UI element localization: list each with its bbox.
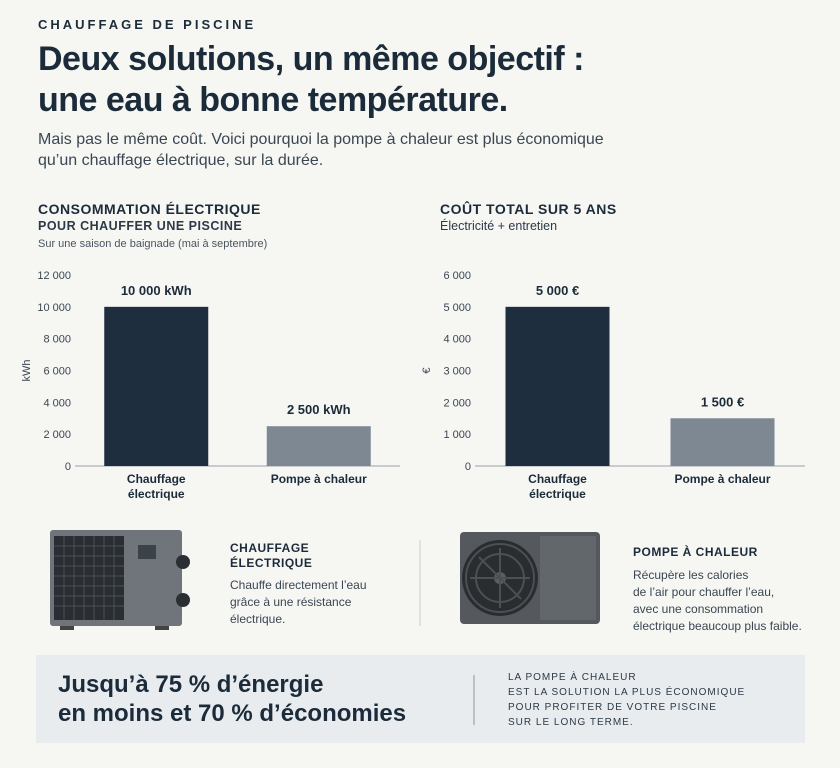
banner-side: SUR LE LONG TERME. <box>508 717 634 728</box>
y-tick-label: 6 000 <box>443 270 471 282</box>
chart-note: Sur une saison de baignade (mai à septem… <box>38 238 268 250</box>
y-axis-label: kWh <box>21 360 33 382</box>
value-label: 1 500 € <box>701 394 744 409</box>
y-tick-label: 3 000 <box>443 366 471 378</box>
y-tick-label: 4 000 <box>43 397 71 409</box>
card-text: grâce à une résistance <box>230 595 352 609</box>
y-tick-label: 12 000 <box>37 270 71 282</box>
banner-side: POUR PROFITER DE VOTRE PISCINE <box>508 702 717 713</box>
card-title: POMPE À CHALEUR <box>633 545 758 559</box>
card-text: Récupère les calories <box>633 568 749 582</box>
chart-subtitle: POUR CHAUFFER UNE PISCINE <box>38 219 243 233</box>
chart-subtitle: Électricité + entretien <box>440 219 558 233</box>
x-tick-label: Chauffage électrique <box>528 472 587 501</box>
y-tick-label: 2 000 <box>43 429 71 441</box>
y-tick-label: 8 000 <box>43 334 71 346</box>
y-tick-label: 4 000 <box>443 334 471 346</box>
banner-side: EST LA SOLUTION LA PLUS ÉCONOMIQUE <box>508 687 746 698</box>
card-title: CHAUFFAGE <box>230 541 310 555</box>
banner-headline: Jusqu’à 75 % d’énergie <box>58 671 324 698</box>
bar <box>266 426 371 466</box>
x-tick-label: Pompe à chaleur <box>270 472 367 486</box>
y-tick-label: 0 <box>465 461 471 473</box>
chart-title: CONSOMMATION ÉLECTRIQUE <box>38 201 261 217</box>
value-label: 10 000 kWh <box>121 283 192 298</box>
eyebrow: CHAUFFAGE DE PISCINE <box>38 17 257 32</box>
y-tick-label: 1 000 <box>443 429 471 441</box>
y-tick-label: 2 000 <box>443 397 471 409</box>
y-tick-label: 5 000 <box>443 302 471 314</box>
value-label: 5 000 € <box>536 283 579 298</box>
value-label: 2 500 kWh <box>287 402 351 417</box>
x-tick-label: Chauffage électrique <box>126 472 186 501</box>
banner-headline: en moins et 70 % d’économies <box>58 700 407 727</box>
chart-title: COÛT TOTAL SUR 5 ANS <box>440 201 617 217</box>
card-title: ÉLECTRIQUE <box>230 556 313 570</box>
banner-bg <box>36 655 805 743</box>
y-tick-label: 6 000 <box>43 366 71 378</box>
y-tick-label: 0 <box>65 461 71 473</box>
intro-line: Mais pas le même coût. Voici pourquoi la… <box>38 131 604 148</box>
y-axis-label: € <box>421 367 433 373</box>
card-text: de l’air pour chauffer l’eau, <box>633 585 775 599</box>
card-text: électrique beaucoup plus faible. <box>633 619 802 633</box>
banner-side: LA POMPE À CHALEUR <box>508 672 637 683</box>
bar <box>670 418 775 466</box>
x-tick-label: Pompe à chaleur <box>674 472 771 486</box>
y-tick-label: 10 000 <box>37 302 71 314</box>
bar <box>505 306 610 466</box>
intro-line: qu’un chauffage électrique, sur la durée… <box>38 152 324 169</box>
heater-image <box>50 530 190 630</box>
card-text: Chauffe directement l’eau <box>230 578 367 592</box>
bar <box>104 306 209 466</box>
title-line: une eau à bonne température. <box>38 81 508 119</box>
title-line: Deux solutions, un même objectif : <box>38 40 584 78</box>
card-text: électrique. <box>230 612 286 626</box>
card-text: avec une consommation <box>633 602 764 616</box>
heat-pump-image <box>460 532 600 624</box>
